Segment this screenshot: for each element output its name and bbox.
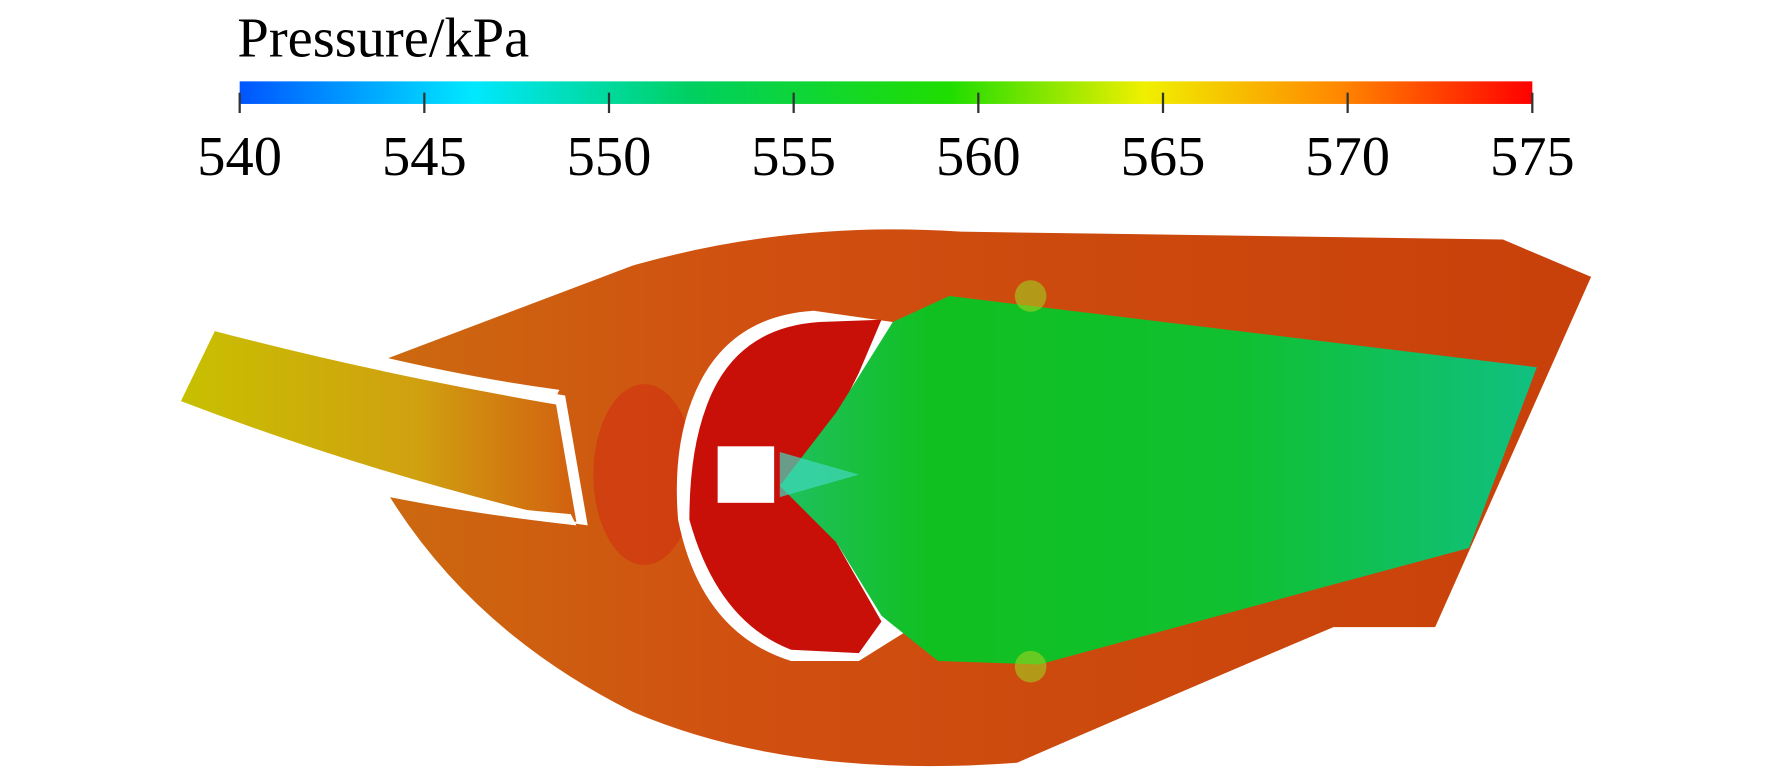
tick-label: 560 (936, 126, 1021, 188)
contour (180, 229, 1592, 767)
tick-label: 570 (1305, 126, 1390, 188)
tick-label: 575 (1490, 126, 1575, 188)
tick-label: 565 (1121, 126, 1206, 188)
tick-label: 540 (197, 126, 282, 188)
colorbar-title: Pressure/kPa (237, 7, 529, 69)
gap (389, 491, 577, 526)
stagnation (593, 384, 696, 565)
combustion-core (779, 296, 1537, 665)
nozzle (717, 446, 775, 503)
inlet-pipe (180, 331, 577, 523)
tick-label: 545 (382, 126, 467, 188)
hole-jet (1014, 650, 1047, 683)
colorbar (239, 81, 1533, 104)
gap (373, 355, 560, 402)
hole-jet (1014, 280, 1047, 312)
tick-label: 550 (567, 126, 652, 188)
jet (779, 451, 859, 498)
tick-label: 555 (751, 126, 836, 188)
